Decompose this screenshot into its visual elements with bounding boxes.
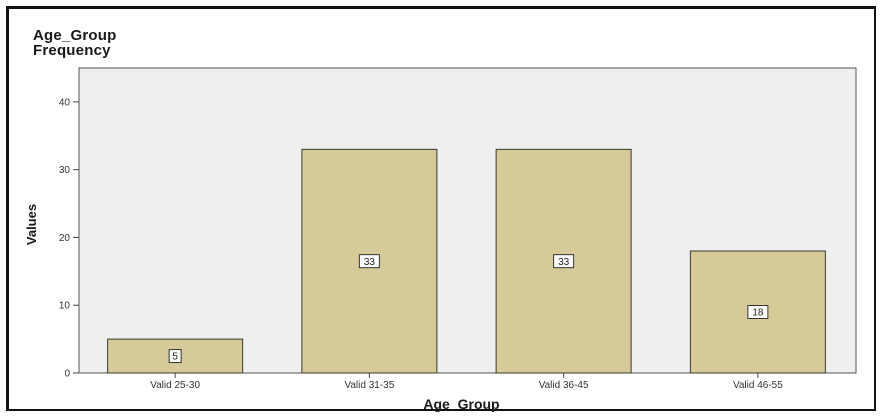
data-label: 18 xyxy=(752,308,764,319)
y-tick-label: 0 xyxy=(64,369,70,380)
y-axis: 0 10 20 30 40 xyxy=(59,97,79,380)
x-tick-label: Valid 36-45 xyxy=(539,380,589,391)
chart-subtitle: Frequency xyxy=(33,42,111,59)
data-label-box xyxy=(747,305,769,319)
x-axis-title: Age_Group xyxy=(423,396,499,412)
data-label-box xyxy=(358,254,380,269)
y-tick-label: 40 xyxy=(59,97,71,108)
x-tick-label: Valid 25-30 xyxy=(150,380,200,391)
bars-group: 5 33 33 18 xyxy=(107,148,826,374)
data-label: 33 xyxy=(558,257,570,268)
x-tick-label: Valid 31-35 xyxy=(344,380,394,391)
x-tick-label: Valid 46-55 xyxy=(733,380,783,391)
x-axis: Valid 25-30 Valid 31-35 Valid 36-45 Valid 4… xyxy=(150,373,783,391)
data-label-box xyxy=(553,254,575,269)
y-tick-label: 20 xyxy=(59,233,71,244)
chart-title: Age_Group xyxy=(33,27,117,44)
data-label-box xyxy=(168,349,182,364)
data-label: 5 xyxy=(172,352,178,363)
y-tick-label: 30 xyxy=(59,165,71,176)
data-label: 33 xyxy=(364,257,376,268)
y-tick-label: 10 xyxy=(59,301,71,312)
y-axis-title: Values xyxy=(24,204,39,245)
